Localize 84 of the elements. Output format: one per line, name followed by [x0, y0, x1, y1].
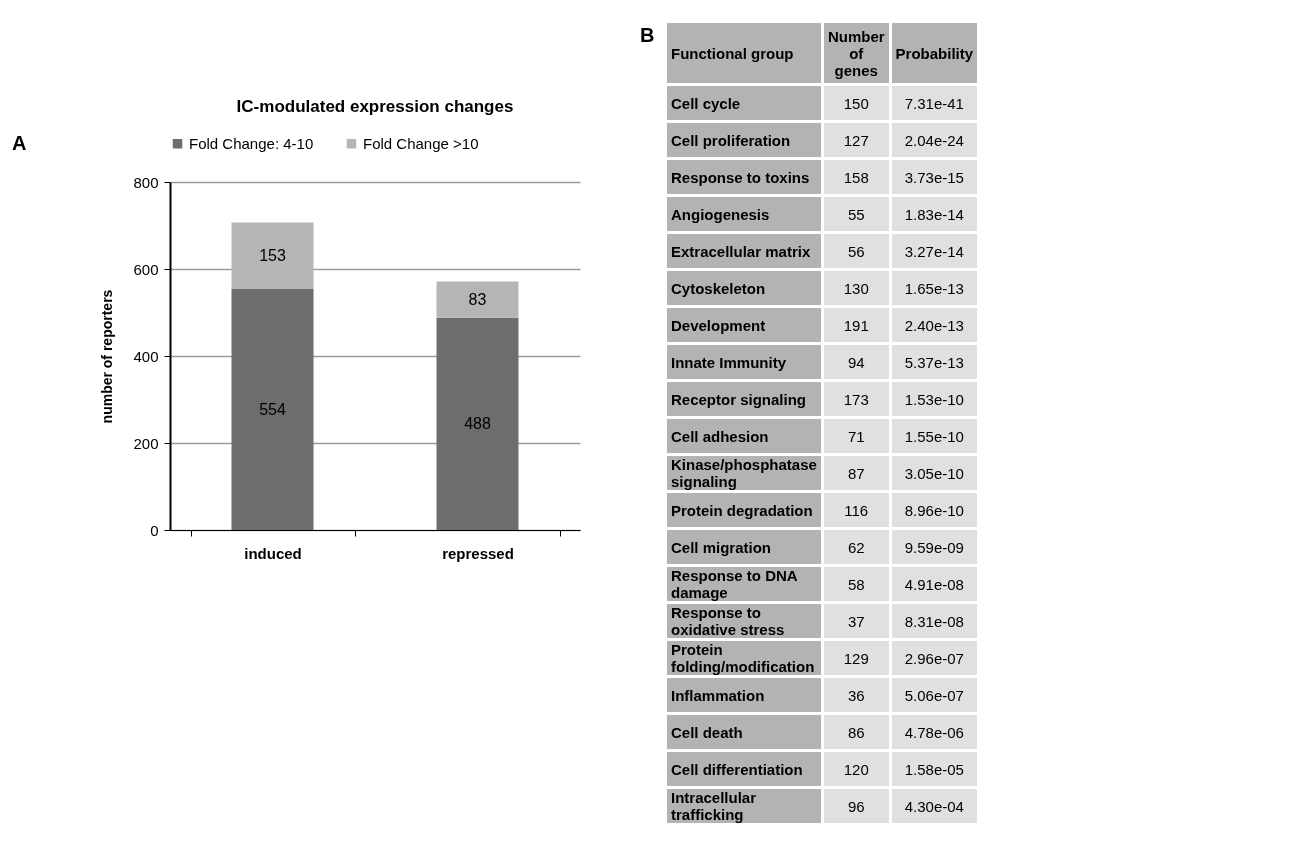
category-label: Kinase/phosphatase signaling: [671, 456, 817, 490]
category-label: Cell death: [671, 723, 743, 741]
category-label: Extracellular matrix: [671, 242, 811, 260]
text: 2.40e-13: [904, 316, 964, 334]
text: 36: [847, 686, 865, 704]
y-tick-label: 0: [150, 521, 159, 539]
category-label: Cell differentiation: [671, 760, 803, 778]
category-label: Protein degradation: [671, 501, 813, 519]
text: 8.31e-08: [904, 612, 964, 630]
y-tick-label: 400: [133, 347, 159, 365]
text: 2.96e-07: [904, 649, 964, 667]
bar: [436, 317, 519, 530]
text: 1.53e-10: [904, 390, 964, 408]
category-label: Cell migration: [671, 538, 772, 556]
text: B: [640, 24, 655, 47]
text: 1.55e-10: [904, 427, 964, 445]
text: 127: [843, 131, 869, 149]
text: 2.04e-24: [904, 131, 964, 149]
category-label: Intracellular trafficking: [671, 789, 757, 823]
y-tick-label: 200: [133, 434, 159, 452]
text: 1.83e-14: [904, 205, 964, 223]
chart-title: IC-modulated expression changes: [236, 97, 514, 116]
text: 173: [843, 390, 869, 408]
text: 191: [843, 316, 869, 334]
text: 7.31e-41: [904, 94, 964, 112]
category-label: Cytoskeleton: [671, 279, 766, 297]
data-label: 153: [259, 246, 286, 264]
y-axis-title: number of reporters: [99, 289, 116, 424]
category-label: Cell adhesion: [671, 427, 769, 445]
data-label: 83: [468, 290, 487, 308]
text: 4.30e-04: [904, 797, 964, 815]
text: 120: [843, 760, 869, 778]
text: 58: [847, 575, 865, 593]
text: 1.65e-13: [904, 279, 964, 297]
text: 55: [847, 205, 865, 223]
category-label: Inflammation: [671, 686, 765, 704]
bar: [231, 289, 314, 530]
category-label: Protein folding/modification: [671, 641, 815, 675]
text: 94: [847, 353, 865, 371]
text: 4.78e-06: [904, 723, 964, 741]
category-label: Number of genes: [823, 23, 889, 83]
text: 150: [843, 94, 869, 112]
data-label: 488: [464, 414, 491, 432]
category-label: Development: [671, 316, 766, 334]
text: 1.58e-05: [904, 760, 964, 778]
y-tick-label: 600: [133, 260, 159, 278]
bar: [436, 281, 519, 318]
x-tick-label: induced: [244, 544, 302, 562]
text: 62: [847, 538, 865, 556]
text: 3.05e-10: [904, 464, 964, 482]
category-label: Cell cycle: [671, 94, 741, 112]
text: 130: [843, 279, 869, 297]
text: 5.06e-07: [904, 686, 964, 704]
text: 37: [847, 612, 865, 630]
text: 71: [847, 427, 865, 445]
category-label: Response to oxidative stress: [671, 604, 785, 638]
category-label: Probability: [891, 23, 978, 83]
category-label: Response to DNA damage: [671, 567, 798, 601]
text: 87: [847, 464, 865, 482]
text: Functional group: [667, 23, 821, 83]
text: A: [12, 132, 27, 155]
text: 86: [847, 723, 865, 741]
bar: [231, 222, 314, 290]
legend-label: Fold Change >10: [363, 134, 479, 152]
y-tick-label: 800: [133, 173, 159, 191]
text: 116: [844, 501, 869, 519]
text: 56: [847, 242, 865, 260]
category-label: Angiogenesis: [671, 205, 770, 223]
category-label: Receptor signaling: [671, 390, 807, 408]
text: 5.37e-13: [904, 353, 964, 371]
data-label: 554: [259, 400, 286, 418]
category-label: Cell proliferation: [671, 131, 791, 149]
text: 3.27e-14: [904, 242, 964, 260]
text: 8.96e-10: [904, 501, 964, 519]
legend-label: Fold Change: 4-10: [189, 134, 314, 152]
text: 158: [843, 168, 869, 186]
category-label: Innate Immunity: [671, 353, 787, 371]
text: 3.73e-15: [904, 168, 964, 186]
text: 129: [843, 649, 869, 667]
text: 9.59e-09: [904, 538, 964, 556]
text: 96: [847, 797, 865, 815]
text: 4.91e-08: [904, 575, 964, 593]
category-label: Response to toxins: [671, 168, 810, 186]
x-tick-label: repressed: [442, 544, 514, 562]
